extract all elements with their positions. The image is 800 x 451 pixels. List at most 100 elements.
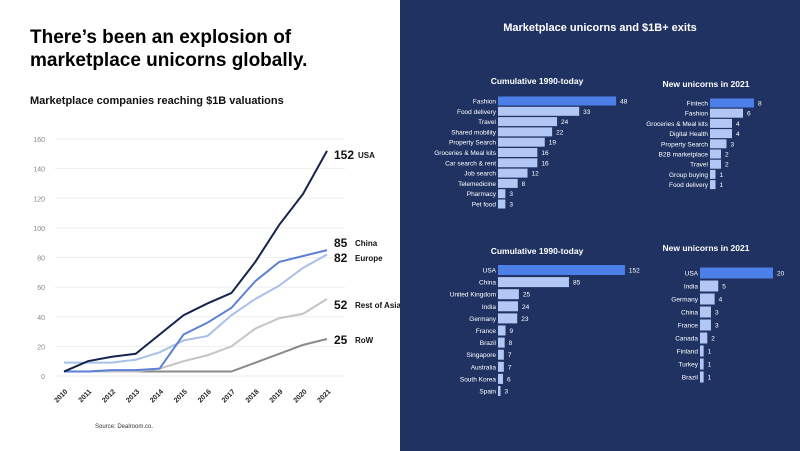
bar-chart-title: New unicorns in 2021 [663,243,750,253]
category-label: Fintech [687,101,709,108]
y-tick-label: 160 [33,137,45,144]
value-label: 23 [521,316,529,323]
bar [700,319,711,331]
value-label: 8 [522,181,526,188]
bar [498,127,553,137]
x-tick-label: 2016 [197,388,213,404]
source-note: Source: Dealroom.co. [95,424,154,430]
y-tick-label: 40 [37,315,45,322]
value-label: 24 [561,119,569,126]
x-tick-label: 2010 [53,388,69,404]
bar [710,98,754,108]
category-label: Pharmacy [467,191,497,198]
right-panel: Marketplace unicorns and $1B+ exits Cumu… [400,0,800,451]
bar-chart-title: Cumulative 1990-today [491,76,584,86]
bar [700,371,704,383]
bar [700,306,711,318]
category-label: Food delivery [457,109,497,116]
category-label: Finland [677,349,699,356]
category-label: South Korea [460,376,497,383]
y-tick-label: 0 [41,374,45,381]
category-label: Telemedicine [458,181,496,188]
x-tick-label: 2019 [269,388,285,404]
value-label: 3 [505,389,509,396]
value-label: 4 [736,131,740,138]
value-label: 1 [720,182,724,189]
value-label: 6 [507,376,511,383]
bar [710,139,727,149]
value-label: 25 [523,292,531,299]
bar [700,267,773,279]
x-tick-label: 2020 [293,388,309,404]
value-label: 48 [620,99,628,106]
category-label: Fashion [685,111,709,118]
category-label: Travel [690,162,708,169]
value-label: 1 [708,362,712,369]
category-label: France [678,323,699,330]
bar [498,137,545,147]
value-label: 6 [747,111,751,118]
y-tick-label: 140 [33,167,45,174]
category-label: Fashion [473,99,497,106]
series-name-label: RoW [355,336,374,345]
category-label: Australia [471,364,497,371]
category-label: China [681,310,698,317]
series-line-row [64,337,328,373]
value-label: 1 [708,349,712,356]
bar [710,180,716,190]
category-label: Brazil [480,340,497,347]
series-name-label: China [355,239,378,248]
series-line-rest-of-asia [64,298,328,373]
category-label: Turkey [678,362,698,369]
category-label: India [482,304,496,311]
bar [498,106,580,116]
category-label: China [479,280,496,287]
bar [498,265,625,275]
x-tick-label: 2011 [78,388,94,404]
series-line-china [64,249,328,373]
category-label: Groceries & Meal kits [646,121,709,128]
value-label: 7 [508,364,512,371]
value-label: 1 [720,172,724,179]
series-name-label: Europe [355,254,383,263]
category-label: Shared mobility [451,129,497,136]
series-name-label: USA [358,151,375,160]
bar [700,358,704,370]
x-tick-label: 2012 [101,388,117,404]
category-label: Travel [478,119,496,126]
category-label: Food delivery [669,182,709,189]
category-label: United Kingdom [450,292,496,299]
value-label: 24 [522,304,530,311]
end-value-label: 85 [334,236,348,250]
bar [710,108,743,118]
value-label: 2 [725,152,729,159]
value-label: 8 [509,340,513,347]
x-tick-label: 2015 [173,388,189,404]
value-label: 2 [725,162,729,169]
bar [498,117,558,127]
bar [710,118,732,128]
category-label: Groceries & Meal kits [434,150,497,157]
bar [710,149,721,159]
end-value-label: 82 [334,251,348,265]
bar [700,293,715,305]
value-label: 1 [708,375,712,382]
bar [700,332,708,344]
bar [700,345,704,357]
category-label: USA [685,271,699,278]
category-label: Pet food [472,202,497,209]
x-tick-label: 2017 [221,388,237,404]
value-label: 12 [532,171,540,178]
bar [710,169,716,179]
y-tick-label: 120 [33,196,45,203]
value-label: 33 [583,109,591,116]
value-label: 3 [715,323,719,330]
category-label: Brazil [682,375,699,382]
category-label: Property Search [449,140,496,147]
line-chart: 0 20 40 60 80 100 120 140 160 2010 2011 2012 2013 201… [33,137,400,404]
value-label: 19 [549,140,557,147]
value-label: 4 [719,297,723,304]
bar [498,386,501,396]
category-label: Spain [479,389,496,396]
